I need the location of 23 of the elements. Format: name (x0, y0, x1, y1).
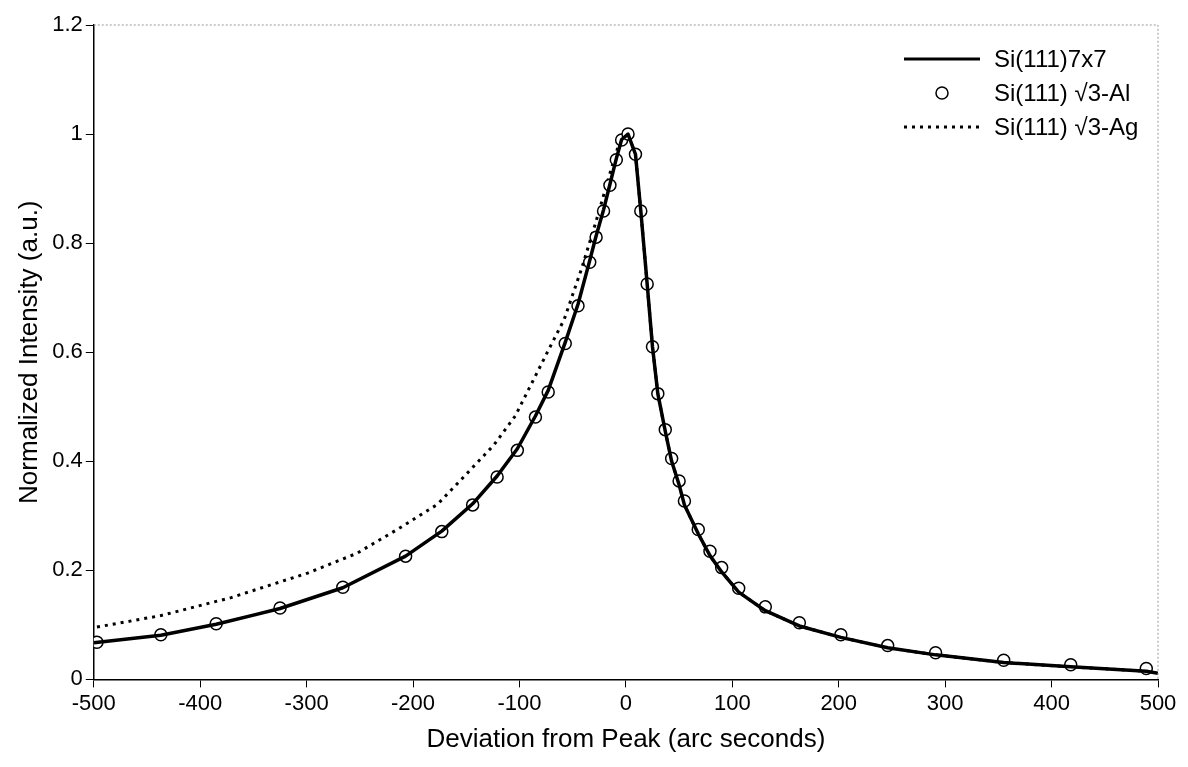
x-tick-label: -100 (497, 689, 542, 715)
y-axis-title: Normalized Intensity (a.u.) (12, 200, 43, 504)
y-tick-label: 0.4 (52, 447, 83, 473)
y-tick-label: 0.8 (52, 229, 83, 255)
y-tick-label: 1.2 (52, 11, 83, 37)
x-tick-label: 0 (619, 689, 633, 715)
y-tick-label: 0 (70, 665, 83, 691)
x-tick-label: 500 (1139, 689, 1177, 715)
y-tick-label: 1 (70, 120, 83, 146)
x-tick-label: 200 (820, 689, 858, 715)
x-tick-label: -200 (391, 689, 436, 715)
y-tick-label: 0.2 (52, 556, 83, 582)
x-tick-label: 100 (713, 689, 751, 715)
x-tick-label: 300 (926, 689, 964, 715)
x-tick-label: -400 (178, 689, 223, 715)
legend-label: Si(111)7x7 (994, 45, 1107, 73)
legend-label: Si(111) √3-Al (994, 79, 1131, 107)
legend-label: Si(111) √3-Ag (994, 113, 1139, 141)
x-tick-label: -300 (284, 689, 329, 715)
x-axis-title: Deviation from Peak (arc seconds) (426, 722, 826, 753)
x-tick-label: -500 (71, 689, 116, 715)
y-tick-label: 0.6 (52, 338, 83, 364)
x-tick-label: 400 (1033, 689, 1070, 715)
